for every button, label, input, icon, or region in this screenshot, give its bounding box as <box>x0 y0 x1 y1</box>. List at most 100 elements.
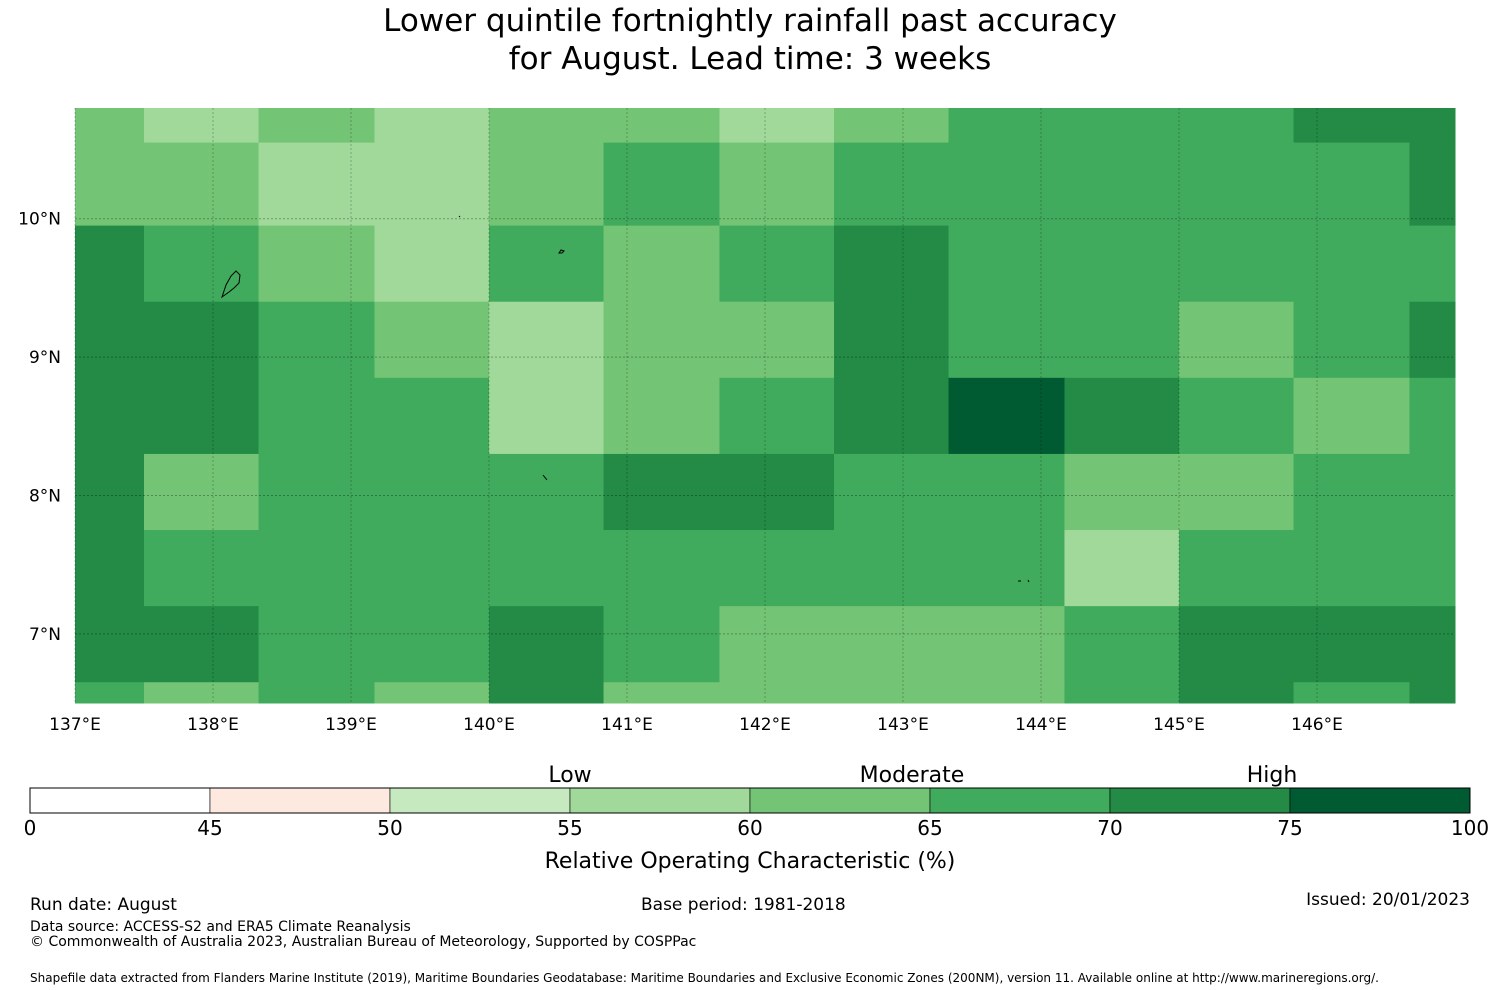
colorbar-axis-label: Relative Operating Characteristic (%) <box>545 849 956 874</box>
colorbar-segment <box>1109 787 1291 814</box>
roc-cell <box>948 301 1065 379</box>
roc-cell <box>374 453 490 531</box>
roc-cell <box>374 606 490 683</box>
roc-cell <box>489 606 605 683</box>
colorbar-category-label: Low <box>548 763 591 788</box>
roc-cell <box>144 142 260 227</box>
map-title: Lower quintile fortnightly rainfall past… <box>0 2 1500 78</box>
island-outlines <box>221 215 1030 583</box>
roc-cell <box>1064 377 1180 455</box>
lon-tick-label: 145°E <box>1153 715 1205 735</box>
colorbar-tick-label: 65 <box>917 816 942 840</box>
lon-tick-label: 141°E <box>601 715 653 735</box>
roc-cell <box>374 301 490 379</box>
roc-grid-cells <box>75 108 1456 704</box>
roc-cell <box>75 225 145 303</box>
roc-cell <box>258 453 375 531</box>
island-outline <box>458 215 461 218</box>
lon-tick-label: 142°E <box>739 715 791 735</box>
roc-cell <box>719 225 835 303</box>
roc-cell <box>75 377 145 455</box>
axis-tick-labels: 137°E 138°E 139°E 140°E 141°E 142°E 143°E 144°E… <box>18 210 1343 735</box>
roc-cell <box>258 682 375 704</box>
lon-tick-label: 144°E <box>1015 715 1067 735</box>
roc-cell <box>948 606 1065 683</box>
lat-tick-label: 8°N <box>29 486 61 506</box>
roc-cell <box>1409 225 1456 303</box>
roc-cell <box>603 377 720 455</box>
roc-cell <box>834 108 950 144</box>
roc-cell <box>489 377 605 455</box>
roc-cell <box>1064 453 1180 531</box>
roc-cell <box>1293 108 1410 144</box>
lat-tick-label: 10°N <box>18 210 61 230</box>
roc-cell <box>374 682 490 704</box>
roc-cell <box>1409 682 1456 704</box>
roc-cell <box>1409 108 1456 144</box>
roc-cell <box>489 142 605 227</box>
roc-cell <box>144 606 260 683</box>
island-outline <box>542 474 548 481</box>
roc-cell <box>1179 301 1295 379</box>
roc-cell <box>603 453 720 531</box>
title-line-2: for August. Lead time: 3 weeks <box>508 41 992 77</box>
roc-cell <box>603 225 720 303</box>
title-line-1: Lower quintile fortnightly rainfall past… <box>383 3 1117 39</box>
roc-cell <box>603 682 720 704</box>
colorbar-category-labels: Low Moderate High <box>548 763 1297 788</box>
colorbar-tick-label: 100 <box>1451 816 1489 840</box>
roc-cell <box>489 225 605 303</box>
roc-cell <box>258 530 375 607</box>
island-outline <box>1018 579 1030 583</box>
run-date: Run date: August <box>30 895 177 915</box>
roc-cell <box>948 377 1065 455</box>
roc-cell <box>1179 377 1295 455</box>
lon-tick-label: 146°E <box>1291 715 1343 735</box>
roc-cell <box>75 606 145 683</box>
lon-tick-label: 143°E <box>877 715 929 735</box>
roc-cell <box>374 142 490 227</box>
lon-tick-label: 137°E <box>49 715 101 735</box>
roc-cell <box>834 225 950 303</box>
lat-tick-label: 9°N <box>29 348 61 368</box>
roc-cell <box>374 225 490 303</box>
roc-cell <box>1293 377 1410 455</box>
roc-cell <box>489 108 605 144</box>
roc-cell <box>1064 682 1180 704</box>
roc-cell <box>75 682 145 704</box>
roc-cell <box>75 142 145 227</box>
roc-cell <box>144 530 260 607</box>
roc-cell <box>1179 606 1295 683</box>
roc-cell <box>75 453 145 531</box>
roc-cell <box>603 301 720 379</box>
base-period: Base period: 1981-2018 <box>641 895 846 915</box>
roc-cell <box>719 453 835 531</box>
colorbar-segment <box>389 787 571 814</box>
colorbar-tick-label: 70 <box>1097 816 1122 840</box>
roc-cell <box>258 142 375 227</box>
roc-cell <box>258 377 375 455</box>
roc-cell <box>489 682 605 704</box>
roc-cell <box>144 108 260 144</box>
roc-cell <box>719 682 835 704</box>
roc-cell <box>719 142 835 227</box>
roc-cell <box>1064 108 1180 144</box>
roc-cell <box>834 530 950 607</box>
roc-cell <box>144 301 260 379</box>
roc-cell <box>948 530 1065 607</box>
roc-cell <box>1293 225 1410 303</box>
colorbar-category-label: Moderate <box>860 763 965 788</box>
roc-cell <box>258 225 375 303</box>
roc-cell <box>1064 225 1180 303</box>
issued-date: Issued: 20/01/2023 <box>1306 890 1470 910</box>
roc-cell <box>374 530 490 607</box>
roc-cell <box>75 301 145 379</box>
data-source: Data source: ACCESS-S2 and ERA5 Climate … <box>30 919 411 935</box>
roc-cell <box>1293 453 1410 531</box>
colorbar-category-label: High <box>1247 763 1298 788</box>
roc-cell <box>1409 606 1456 683</box>
colorbar-tick-labels: 0 45 50 55 60 65 70 75 100 <box>24 816 1489 840</box>
roc-cell <box>948 682 1065 704</box>
roc-cell <box>719 530 835 607</box>
lat-tick-label: 7°N <box>29 625 61 645</box>
